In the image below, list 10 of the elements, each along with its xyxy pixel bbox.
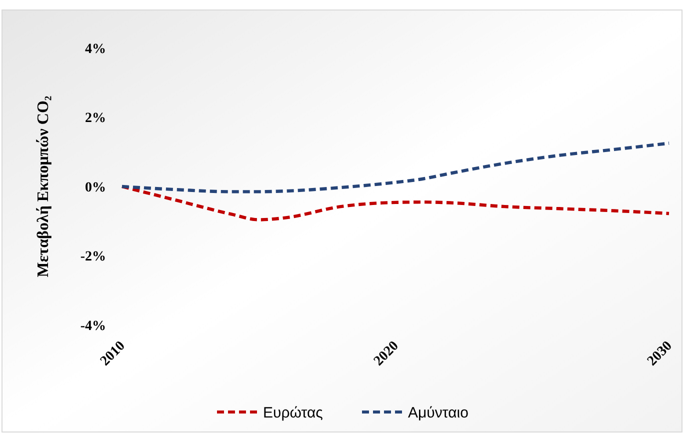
- legend-label: Αμύνταιο: [408, 404, 468, 422]
- y-axis-title: Μεταβολή Εκπομπών CO₂: [35, 96, 52, 278]
- y-tick-label: -2%: [80, 250, 106, 265]
- y-tick-label: 0%: [85, 180, 106, 196]
- y-tick-label: 2%: [85, 111, 106, 126]
- y-tick-label: 4%: [85, 42, 106, 57]
- y-tick-label: -4%: [80, 318, 106, 334]
- line-series: [120, 184, 671, 222]
- line-series: [120, 142, 671, 194]
- legend-label: Ευρώτας: [263, 404, 323, 422]
